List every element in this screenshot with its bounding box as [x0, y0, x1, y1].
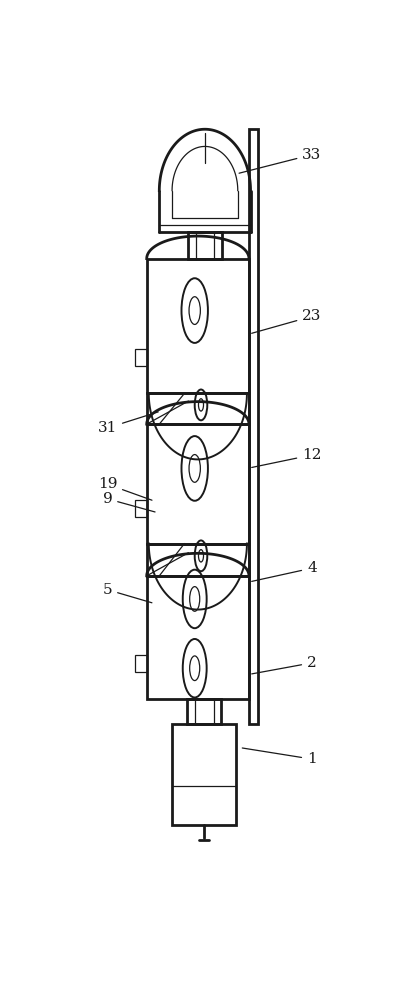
- Bar: [146, 576, 248, 699]
- Text: 19: 19: [97, 477, 151, 500]
- Bar: [134, 500, 146, 517]
- Bar: [134, 349, 146, 366]
- Text: 5: 5: [102, 583, 151, 603]
- Bar: [187, 232, 222, 259]
- Text: 4: 4: [251, 561, 316, 581]
- Bar: [146, 393, 248, 424]
- Bar: [146, 424, 248, 544]
- Bar: [134, 655, 146, 672]
- Bar: [171, 724, 236, 825]
- Text: 23: 23: [251, 309, 321, 333]
- Text: 12: 12: [251, 448, 321, 467]
- Bar: [186, 699, 221, 724]
- Text: 2: 2: [251, 656, 316, 674]
- Bar: [146, 544, 248, 576]
- Bar: [248, 129, 258, 724]
- Bar: [146, 259, 248, 393]
- Text: 9: 9: [102, 492, 155, 512]
- Text: 31: 31: [98, 412, 158, 435]
- Text: 1: 1: [242, 748, 316, 766]
- Text: 33: 33: [239, 148, 321, 173]
